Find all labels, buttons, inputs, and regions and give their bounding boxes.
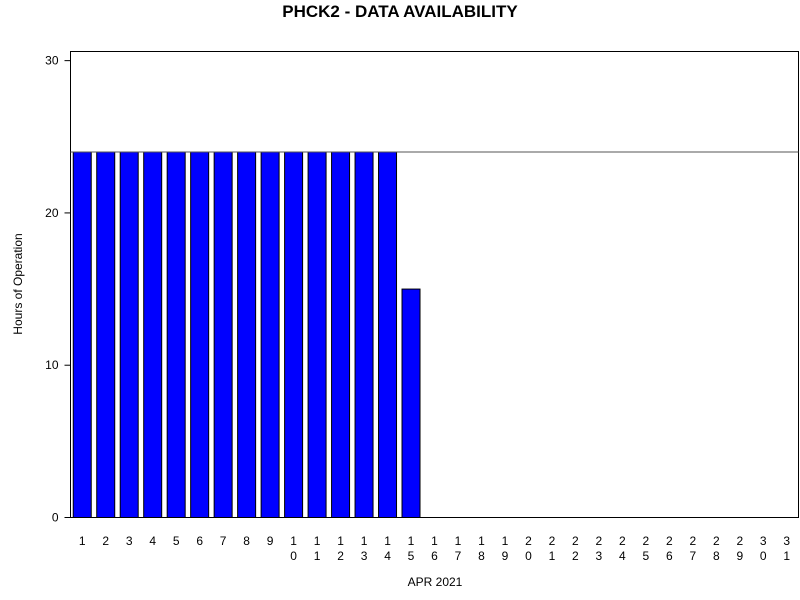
x-tick-label: 20 (521, 534, 535, 564)
x-tick-label: 27 (686, 534, 700, 564)
bar (72, 151, 92, 519)
y-tick-label: 0 (52, 511, 59, 525)
x-tick-label: 31 (780, 534, 794, 564)
bar (96, 151, 116, 519)
x-tick-label: 17 (451, 534, 465, 564)
x-tick-label: 13 (357, 534, 371, 564)
bar (190, 151, 210, 519)
bar (213, 151, 233, 519)
x-tick-label: 26 (662, 534, 676, 564)
x-tick-label: 14 (381, 534, 395, 564)
y-tick-label: 10 (45, 358, 59, 372)
bar (401, 288, 421, 518)
x-tick-label: 5 (169, 534, 183, 549)
x-tick-label: 1 (75, 534, 89, 549)
x-tick-label: 10 (287, 534, 301, 564)
bar (166, 151, 186, 519)
x-tick-label: 2 (99, 534, 113, 549)
x-tick-label: 15 (404, 534, 418, 564)
x-tick-label: 28 (709, 534, 723, 564)
y-tick-label: 20 (45, 206, 59, 220)
chart-title: PHCK2 - DATA AVAILABILITY (282, 2, 518, 21)
x-tick-label: 23 (592, 534, 606, 564)
x-tick-label: 25 (639, 534, 653, 564)
x-tick-label: 12 (334, 534, 348, 564)
bar (237, 151, 257, 519)
plot-frame (70, 51, 799, 518)
x-tick-label: 24 (615, 534, 629, 564)
x-tick-label: 30 (756, 534, 770, 564)
bar (331, 151, 351, 519)
bar (119, 151, 139, 519)
x-tick-label: 6 (193, 534, 207, 549)
y-tick-label: 30 (45, 54, 59, 68)
x-tick-label: 21 (545, 534, 559, 564)
bar (260, 151, 280, 519)
x-tick-label: 11 (310, 534, 324, 564)
x-tick-label: 9 (263, 534, 277, 549)
x-tick-label: 3 (122, 534, 136, 549)
x-axis-label: APR 2021 (408, 575, 463, 589)
x-tick-label: 22 (568, 534, 582, 564)
bar (354, 151, 374, 519)
x-tick-label: 4 (146, 534, 160, 549)
y-axis-label: Hours of Operation (11, 233, 25, 334)
bar (284, 151, 304, 519)
x-tick-label: 18 (474, 534, 488, 564)
bar (143, 151, 163, 519)
bar (307, 151, 327, 519)
x-tick-label: 16 (428, 534, 442, 564)
x-tick-label: 29 (733, 534, 747, 564)
x-tick-label: 7 (216, 534, 230, 549)
bar (378, 151, 398, 519)
x-tick-label: 8 (240, 534, 254, 549)
x-tick-label: 19 (498, 534, 512, 564)
